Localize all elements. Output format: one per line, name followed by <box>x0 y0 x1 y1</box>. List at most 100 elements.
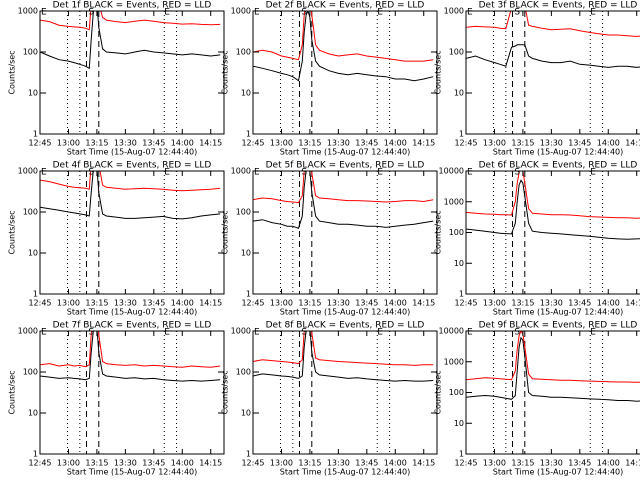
y-axis-label: Counts/sec <box>221 50 230 94</box>
x-tick-label: 13:45 <box>568 299 591 308</box>
x-tick-label: 13:15 <box>85 459 108 468</box>
panel-title: Det 9f BLACK = Events, RED = LLD <box>479 321 638 331</box>
y-tick-label: 1000 <box>18 327 38 336</box>
plot-frame <box>252 170 438 295</box>
x-tick-label: 14:00 <box>597 139 620 148</box>
y-tick-label: 10 <box>454 259 464 268</box>
y-tick-label: 100 <box>236 208 251 217</box>
x-tick-label: 14:00 <box>171 459 194 468</box>
y-tick-label: 1 <box>459 450 464 459</box>
panel-title: Det 6f BLACK = Events, RED = LLD <box>479 161 638 171</box>
panel-title: Det 7f BLACK = Events, RED = LLD <box>53 321 212 331</box>
y-tick-label: 100 <box>23 368 38 377</box>
y-tick-label: 1 <box>246 290 251 299</box>
x-tick-label: 13:45 <box>142 139 165 148</box>
y-axis-label: Counts/sec <box>8 210 17 254</box>
x-tick-label: 13:00 <box>270 299 293 308</box>
y-axis-label: Counts/sec <box>8 370 17 414</box>
y-axis-label: Counts/sec <box>221 370 230 414</box>
event-label: E <box>377 8 383 18</box>
x-tick-label: 14:15 <box>199 139 222 148</box>
y-tick-label: 100 <box>23 48 38 57</box>
x-tick-label: 13:45 <box>355 299 378 308</box>
x-tick-label: 13:15 <box>511 299 534 308</box>
x-axis-label: Start Time (15-Aug-07 12:44:40) <box>280 468 411 477</box>
x-tick-label: 13:30 <box>540 299 563 308</box>
y-tick-label: 10 <box>241 249 251 258</box>
x-tick-label: 13:00 <box>57 299 80 308</box>
event-label: E <box>590 8 596 18</box>
event-label: S <box>88 168 94 178</box>
series-line <box>40 171 221 192</box>
panel-title: Det 8f BLACK = Events, RED = LLD <box>266 321 425 331</box>
y-tick-label: 100 <box>449 228 464 237</box>
y-tick-label: 1 <box>33 130 38 139</box>
event-label: S <box>514 328 520 338</box>
y-tick-label: 1000 <box>231 7 251 16</box>
plot-frame <box>252 330 438 455</box>
series-line <box>253 11 434 62</box>
y-tick-label: 10 <box>454 419 464 428</box>
x-tick-label: 13:30 <box>114 139 137 148</box>
x-tick-label: 13:00 <box>483 139 506 148</box>
panel: 1 10 100 1000 12:45 13:00 13:15 13:30 13:45 14:00… <box>8 1 225 157</box>
x-tick-label: 13:15 <box>511 139 534 148</box>
event-label: E <box>41 168 47 178</box>
x-axis-label: Start Time (15-Aug-07 12:44:40) <box>493 468 624 477</box>
plot-frame <box>39 330 225 455</box>
x-tick-label: 13:00 <box>270 459 293 468</box>
y-tick-label: 1 <box>246 130 251 139</box>
event-label: S <box>514 168 520 178</box>
series-line <box>40 331 221 382</box>
panel: 1 10 100 1000 10000 12:45 13:00 13:15 13:30 13:45… <box>434 321 640 477</box>
x-tick-label: 13:30 <box>114 459 137 468</box>
x-tick-label: 14:15 <box>412 299 435 308</box>
x-tick-label: 13:30 <box>327 459 350 468</box>
y-tick-label: 10 <box>28 409 38 418</box>
x-tick-label: 13:30 <box>327 299 350 308</box>
event-label: S <box>88 328 94 338</box>
panel-title: Det 2f BLACK = Events, RED = LLD <box>266 1 425 11</box>
series-line <box>253 11 434 82</box>
x-tick-label: 13:00 <box>57 139 80 148</box>
event-label: E <box>467 8 473 18</box>
x-tick-label: 12:45 <box>241 459 264 468</box>
y-tick-label: 10000 <box>439 327 464 336</box>
y-tick-label: 100 <box>236 368 251 377</box>
x-axis-label: Start Time (15-Aug-07 12:44:40) <box>67 468 198 477</box>
series-line <box>253 331 434 382</box>
y-tick-label: 100 <box>236 48 251 57</box>
y-axis-label: Counts/sec <box>221 210 230 254</box>
plot-frame <box>39 10 225 135</box>
series-line <box>40 11 221 31</box>
x-axis-label: Start Time (15-Aug-07 12:44:40) <box>67 148 198 157</box>
y-tick-label: 10 <box>28 249 38 258</box>
x-tick-label: 13:00 <box>57 459 80 468</box>
x-axis-label: Start Time (15-Aug-07 12:44:40) <box>280 148 411 157</box>
y-tick-label: 1 <box>33 450 38 459</box>
panel: 1 10 100 1000 12:45 13:00 13:15 13:30 13:45 14:00… <box>221 321 438 477</box>
y-axis-label: Counts/sec <box>434 370 443 414</box>
y-tick-label: 1 <box>459 130 464 139</box>
panel: 1 10 100 1000 12:45 13:00 13:15 13:30 13:45 14:00… <box>221 1 438 157</box>
y-tick-label: 1000 <box>231 327 251 336</box>
y-tick-label: 100 <box>449 388 464 397</box>
x-axis-label: Start Time (15-Aug-07 12:44:40) <box>493 308 624 317</box>
y-axis-label: Counts/sec <box>434 210 443 254</box>
panel-title: Det 1f BLACK = Events, RED = LLD <box>53 1 212 11</box>
panel: 1 10 100 1000 12:45 13:00 13:15 13:30 13:45 14:00… <box>8 161 225 317</box>
x-tick-label: 13:45 <box>142 299 165 308</box>
x-tick-label: 14:15 <box>199 459 222 468</box>
y-tick-label: 10 <box>28 89 38 98</box>
x-tick-label: 14:15 <box>625 139 640 148</box>
panel: 1 10 100 1000 12:45 13:00 13:15 13:30 13:45 14:00… <box>221 161 438 317</box>
x-tick-label: 13:30 <box>114 299 137 308</box>
event-label: S <box>301 8 307 18</box>
y-tick-label: 100 <box>23 208 38 217</box>
x-tick-label: 12:45 <box>241 299 264 308</box>
series-line <box>253 331 434 366</box>
panel: 1 10 100 1000 12:45 13:00 13:15 13:30 13:45 14:00… <box>8 321 225 477</box>
event-label: S <box>301 328 307 338</box>
x-tick-label: 13:45 <box>142 459 165 468</box>
